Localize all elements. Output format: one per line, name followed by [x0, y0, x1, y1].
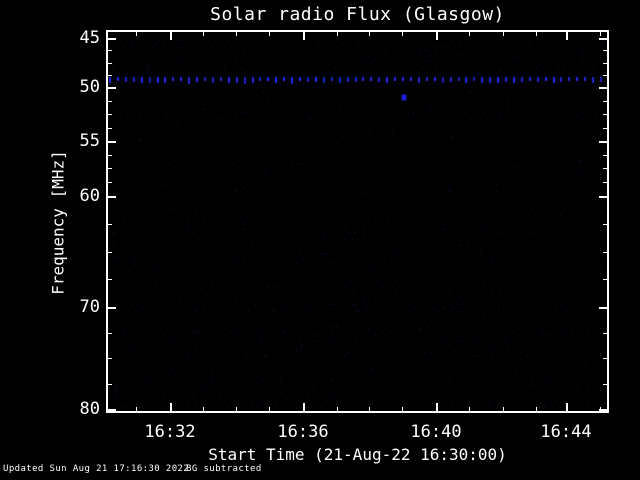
x-minor-tick [402, 407, 403, 411]
y-minor-tick [603, 224, 607, 225]
x-tick-label: 16:44 [540, 422, 592, 442]
y-tick-label: 45 [79, 28, 100, 48]
x-major-tick [303, 403, 305, 411]
y-minor-tick [108, 101, 112, 102]
x-minor-tick [203, 32, 204, 36]
y-minor-tick [108, 384, 112, 385]
y-minor-tick [108, 128, 112, 129]
x-minor-tick [236, 32, 237, 36]
x-minor-tick [600, 32, 601, 36]
y-major-tick [108, 141, 116, 143]
x-minor-tick [269, 32, 270, 36]
x-minor-tick [369, 407, 370, 411]
bg-subtracted-note: BG subtracted [186, 464, 262, 474]
x-minor-tick [337, 32, 338, 36]
spectrogram-canvas [108, 32, 607, 411]
x-major-tick [436, 403, 438, 411]
x-minor-tick [203, 407, 204, 411]
y-minor-tick [603, 63, 607, 64]
x-minor-tick [536, 407, 537, 411]
y-minor-tick [108, 182, 112, 183]
y-minor-tick [108, 155, 112, 156]
x-minor-tick [503, 407, 504, 411]
y-minor-tick [603, 128, 607, 129]
y-tick-label: 50 [79, 77, 100, 97]
y-minor-tick [603, 168, 607, 169]
y-major-tick [108, 87, 116, 89]
y-minor-tick [108, 252, 112, 253]
y-major-tick [108, 307, 116, 309]
x-minor-tick [269, 407, 270, 411]
chart-title: Solar radio Flux (Glasgow) [210, 4, 505, 25]
y-major-tick [599, 87, 607, 89]
plot-frame [106, 30, 609, 413]
y-tick-label: 70 [79, 297, 100, 317]
y-minor-tick [108, 358, 112, 359]
x-minor-tick [402, 32, 403, 36]
y-minor-tick [603, 252, 607, 253]
x-minor-tick [503, 32, 504, 36]
x-major-tick [436, 32, 438, 40]
x-major-tick [170, 403, 172, 411]
y-minor-tick [603, 155, 607, 156]
x-minor-tick [469, 407, 470, 411]
y-tick-label: 55 [79, 131, 100, 151]
y-major-tick [599, 409, 607, 411]
x-major-tick [566, 32, 568, 40]
x-minor-tick [136, 407, 137, 411]
x-minor-tick [236, 407, 237, 411]
y-major-tick [599, 307, 607, 309]
y-major-tick [108, 196, 116, 198]
x-minor-tick [337, 407, 338, 411]
x-major-tick [303, 32, 305, 40]
y-minor-tick [603, 333, 607, 334]
y-minor-tick [108, 279, 112, 280]
y-minor-tick [108, 63, 112, 64]
update-timestamp: Updated Sun Aug 21 17:16:30 2022 [3, 464, 190, 474]
y-major-tick [599, 196, 607, 198]
y-minor-tick [108, 114, 112, 115]
x-minor-tick [369, 32, 370, 36]
y-minor-tick [603, 358, 607, 359]
y-minor-tick [603, 182, 607, 183]
y-minor-tick [603, 114, 607, 115]
x-minor-tick [536, 32, 537, 36]
y-major-tick [108, 38, 116, 40]
y-minor-tick [108, 168, 112, 169]
y-minor-tick [108, 50, 112, 51]
y-minor-tick [108, 75, 112, 76]
x-axis-label: Start Time (21-Aug-22 16:30:00) [208, 445, 507, 464]
y-minor-tick [603, 101, 607, 102]
x-tick-label: 16:40 [410, 422, 462, 442]
y-major-tick [599, 38, 607, 40]
y-minor-tick [603, 384, 607, 385]
y-major-tick [599, 141, 607, 143]
y-minor-tick [603, 279, 607, 280]
y-minor-tick [603, 75, 607, 76]
x-minor-tick [469, 32, 470, 36]
y-major-tick [108, 409, 116, 411]
x-tick-label: 16:32 [144, 422, 196, 442]
y-axis-label: Frequency [MHz] [48, 150, 68, 295]
y-minor-tick [108, 333, 112, 334]
x-major-tick [566, 403, 568, 411]
x-major-tick [170, 32, 172, 40]
x-tick-label: 16:36 [277, 422, 329, 442]
y-minor-tick [603, 50, 607, 51]
y-tick-label: 80 [79, 399, 100, 419]
y-tick-label: 60 [79, 186, 100, 206]
x-minor-tick [136, 32, 137, 36]
y-minor-tick [108, 224, 112, 225]
